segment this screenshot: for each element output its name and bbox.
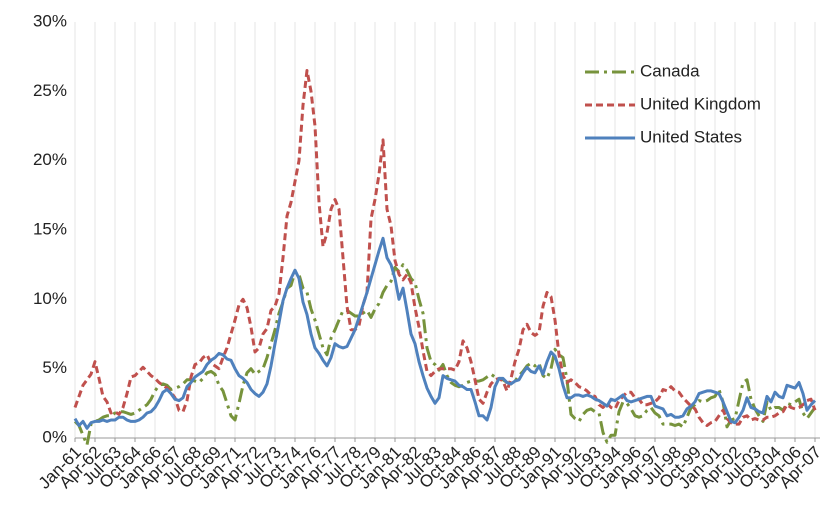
y-tick-label: 30%: [33, 11, 67, 30]
series-line: [73, 263, 817, 447]
y-tick-label: 25%: [33, 81, 67, 100]
y-tick-label: 5%: [42, 358, 67, 377]
y-tick-label: 10%: [33, 289, 67, 308]
series-line: [73, 236, 817, 430]
legend-label: Canada: [640, 61, 700, 80]
legend-label: United States: [640, 127, 742, 146]
series-line: [73, 69, 817, 427]
y-tick-label: 15%: [33, 219, 67, 238]
y-tick-label: 0%: [42, 427, 67, 446]
y-tick-label: 20%: [33, 150, 67, 169]
legend-label: United Kingdom: [640, 94, 761, 113]
